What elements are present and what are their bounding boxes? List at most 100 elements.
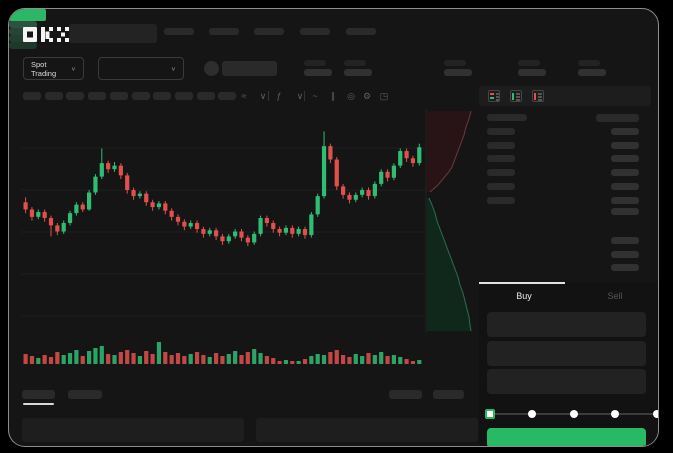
stat-label-skeleton-3	[518, 60, 540, 66]
bottom-tab-history[interactable]	[68, 390, 102, 399]
nav-item-skeleton-2[interactable]	[254, 28, 284, 35]
slider-stop-75pct[interactable]	[611, 410, 620, 418]
icon-mark	[490, 93, 494, 95]
chevron-down-icon: ∨	[170, 66, 176, 72]
stat-label-skeleton-4	[578, 60, 600, 66]
stat-label-skeleton-1	[344, 60, 366, 66]
tab-buy[interactable]: Buy	[479, 282, 569, 309]
interval-button-skeleton-5[interactable]	[131, 92, 150, 100]
icon-mark	[512, 93, 514, 100]
stat-label-skeleton-0	[304, 60, 326, 66]
pair-name-skeleton	[222, 61, 277, 76]
ask-price-skeleton-5[interactable]	[487, 196, 515, 204]
ask-price-skeleton-3[interactable]	[487, 169, 515, 177]
nav-item-skeleton-3[interactable]	[300, 28, 330, 35]
icon-mark	[496, 99, 499, 101]
interval-button-skeleton-9[interactable]	[218, 92, 237, 100]
chevron-down-icon[interactable]: ∨	[259, 90, 267, 101]
interval-button-skeleton-8[interactable]	[196, 92, 215, 100]
nav-item-skeleton-4[interactable]	[346, 28, 376, 35]
settings-icon[interactable]: ⚙	[362, 90, 372, 101]
slider-stop-50pct[interactable]	[569, 410, 578, 418]
ask-amount-skeleton-2	[611, 155, 639, 163]
bid-price-skeleton-0[interactable]	[9, 21, 37, 28]
stat-value-skeleton-3	[518, 69, 546, 76]
buy-tab-label: Buy	[516, 290, 532, 301]
bottom-panel-skeleton	[22, 418, 244, 442]
okx-logo	[23, 27, 69, 42]
slider-stop-25pct[interactable]	[527, 410, 536, 418]
fullscreen-icon[interactable]: ◳	[379, 90, 389, 101]
bid-amount-skeleton-3	[611, 264, 639, 272]
ask-price-skeleton-0[interactable]	[487, 128, 515, 135]
sell-tab-label: Sell	[607, 290, 623, 301]
orderbook-header-price-skeleton	[487, 114, 527, 121]
pair-dropdown[interactable]: ∨	[98, 57, 184, 80]
icon-mark	[490, 97, 494, 99]
orderbook-header-amount-skeleton	[596, 114, 639, 122]
orderbook-bids-only-icon[interactable]	[510, 90, 522, 102]
interval-button-skeleton-7[interactable]	[174, 92, 193, 100]
compare-icon[interactable]: ∥	[330, 90, 336, 101]
bid-price-skeleton-3[interactable]	[9, 42, 37, 49]
market-type-label: Spot Trading	[31, 59, 57, 78]
search-bar-skeleton[interactable]	[69, 24, 157, 43]
interval-button-skeleton-3[interactable]	[88, 92, 107, 100]
bottom-tab-orders[interactable]	[22, 390, 55, 399]
chevron-down-icon: ∨	[70, 66, 76, 72]
stat-value-skeleton-4	[578, 69, 606, 76]
tab-sell[interactable]: Sell	[570, 282, 658, 309]
bid-amount-skeleton-1	[611, 237, 639, 245]
icon-mark	[516, 93, 520, 95]
ask-price-skeleton-2[interactable]	[487, 155, 515, 163]
icon-mark	[516, 99, 520, 101]
ask-price-skeleton-1[interactable]	[487, 141, 515, 149]
orderbook-toolbar	[479, 86, 651, 106]
icon-mark	[538, 93, 542, 95]
bid-amount-skeleton-2	[611, 250, 639, 258]
bottom-panel-skeleton	[256, 418, 478, 442]
market-type-selector[interactable]: Spot Trading ∨	[23, 57, 84, 80]
bottom-link-skeleton[interactable]	[433, 390, 464, 399]
interval-button-skeleton-2[interactable]	[66, 92, 85, 100]
chevron-down-icon[interactable]: ∨	[296, 90, 304, 101]
price-input-skeleton[interactable]	[487, 312, 646, 337]
slider-handle[interactable]	[485, 409, 495, 419]
ask-amount-skeleton-0	[611, 128, 639, 135]
icon-mark	[496, 93, 499, 95]
indicators-icon[interactable]: ƒ	[276, 91, 282, 101]
submit-buy-button[interactable]	[487, 428, 646, 446]
stat-label-skeleton-2	[444, 60, 466, 66]
candlestick-chart[interactable]	[9, 9, 659, 447]
ask-amount-skeleton-5	[611, 196, 639, 204]
bottom-link-skeleton[interactable]	[389, 390, 422, 399]
ask-amount-skeleton-4	[611, 182, 639, 190]
trade-tabs: Buy Sell	[479, 282, 658, 309]
slider-stop-100pct[interactable]	[653, 410, 658, 418]
last-price-block[interactable]	[9, 9, 46, 21]
camera-icon[interactable]: ◎	[347, 90, 355, 101]
toolbar-divider	[268, 91, 269, 101]
orderbook-combined-icon[interactable]	[488, 90, 500, 102]
nav-item-skeleton-0[interactable]	[164, 28, 194, 35]
ask-price-skeleton-4[interactable]	[487, 182, 515, 190]
icon-mark	[538, 99, 542, 101]
amount-slider[interactable]	[485, 409, 658, 419]
interval-button-skeleton-4[interactable]	[109, 92, 128, 100]
orderbook-asks-only-icon[interactable]	[532, 90, 544, 102]
ask-amount-skeleton-1	[611, 141, 639, 149]
interval-button-skeleton-6[interactable]	[153, 92, 172, 100]
total-input-skeleton[interactable]	[487, 369, 646, 394]
interval-button-skeleton-1[interactable]	[44, 92, 63, 100]
last-amount-skeleton	[611, 208, 639, 215]
nav-item-skeleton-1[interactable]	[209, 28, 239, 35]
line-style-icon[interactable]: ~	[312, 91, 318, 101]
bottom-active-tab-underline	[23, 403, 54, 405]
ask-amount-skeleton-3	[611, 169, 639, 177]
amount-input-skeleton[interactable]	[487, 341, 646, 366]
interval-button-skeleton-0[interactable]	[23, 92, 41, 100]
stat-value-skeleton-2	[444, 69, 472, 76]
icon-mark	[534, 93, 536, 100]
stat-value-skeleton-1	[344, 69, 372, 76]
chart-type-icon[interactable]: ≈	[241, 91, 247, 101]
